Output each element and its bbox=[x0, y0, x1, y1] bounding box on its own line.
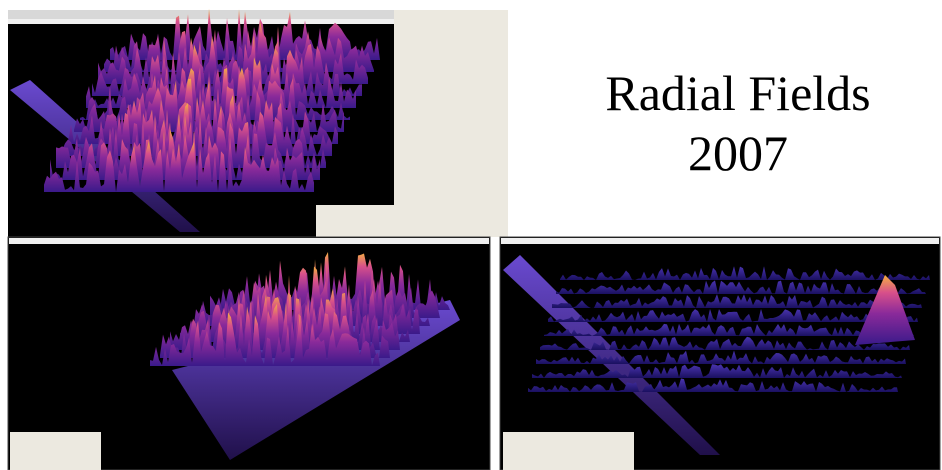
ridge bbox=[44, 140, 314, 192]
spectrogram-top-left bbox=[8, 8, 394, 237]
ruler bbox=[9, 238, 489, 244]
ridge bbox=[56, 113, 326, 168]
spectrogram-bottom-right bbox=[499, 236, 941, 470]
ridge bbox=[50, 129, 320, 180]
ridge bbox=[556, 280, 926, 294]
slide-title: 2007 bbox=[688, 125, 788, 181]
ridge bbox=[528, 378, 898, 392]
ridge bbox=[552, 294, 922, 308]
menu-bar bbox=[8, 10, 394, 19]
peak-field bbox=[150, 252, 450, 366]
peak bbox=[855, 275, 915, 345]
ridge bbox=[560, 266, 930, 280]
backdrop bbox=[10, 432, 101, 470]
ridge bbox=[540, 336, 910, 350]
ruler bbox=[501, 238, 939, 244]
ridge bbox=[150, 312, 380, 366]
peak-field bbox=[44, 8, 380, 192]
ridge bbox=[110, 8, 380, 60]
ridge bbox=[532, 364, 902, 378]
ruler bbox=[8, 19, 394, 24]
spectrogram-bottom-left bbox=[7, 236, 491, 470]
ridge bbox=[544, 323, 914, 336]
backdrop bbox=[503, 432, 634, 470]
slide-title: Radial Fields bbox=[605, 65, 870, 121]
ridge bbox=[548, 308, 918, 322]
peak-field bbox=[528, 266, 930, 392]
ridge bbox=[62, 103, 332, 156]
ridge bbox=[536, 350, 906, 364]
